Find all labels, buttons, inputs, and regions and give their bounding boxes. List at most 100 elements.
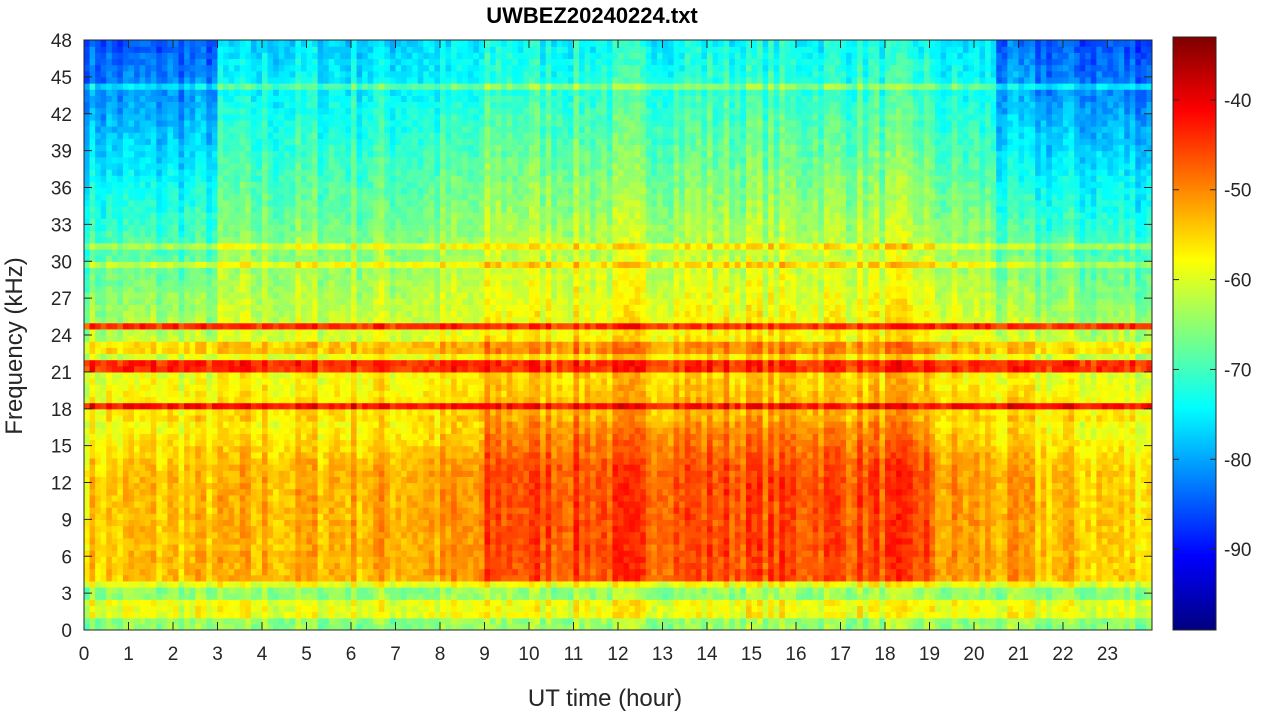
heatmap-cell <box>90 77 96 84</box>
heatmap-cell <box>212 464 218 471</box>
heatmap-cell <box>162 175 168 182</box>
heatmap-cell <box>268 261 274 268</box>
heatmap-cell <box>290 89 296 96</box>
heatmap-cell <box>301 120 307 127</box>
heatmap-cell <box>101 587 107 594</box>
heatmap-cell <box>129 126 135 133</box>
heatmap-cell <box>90 323 96 330</box>
heatmap-cell <box>101 360 107 367</box>
heatmap-cell <box>256 403 262 410</box>
heatmap-cell <box>129 329 135 336</box>
heatmap-cell <box>123 458 129 465</box>
heatmap-cell <box>234 396 240 403</box>
heatmap-cell <box>323 304 329 311</box>
heatmap-cell <box>340 415 346 422</box>
heatmap-cell <box>301 126 307 133</box>
heatmap-cell <box>106 169 112 176</box>
heatmap-cell <box>123 483 129 490</box>
heatmap-cell <box>140 310 146 317</box>
heatmap-cell <box>206 52 212 59</box>
heatmap-cell <box>301 231 307 238</box>
heatmap-cell <box>134 562 140 569</box>
heatmap-cell <box>334 360 340 367</box>
heatmap-cell <box>329 138 335 145</box>
heatmap-cell <box>273 403 279 410</box>
heatmap-cell <box>240 323 246 330</box>
heatmap-cell <box>368 433 374 440</box>
heatmap-cell <box>145 280 151 287</box>
heatmap-cell <box>95 89 101 96</box>
heatmap-cell <box>212 114 218 121</box>
heatmap-cell <box>95 310 101 317</box>
heatmap-cell <box>218 612 224 619</box>
heatmap-cell <box>362 231 368 238</box>
heatmap-cell <box>84 157 90 164</box>
heatmap-cell <box>145 526 151 533</box>
heatmap-cell <box>90 446 96 453</box>
heatmap-cell <box>151 194 157 201</box>
heatmap-cell <box>206 446 212 453</box>
heatmap-cell <box>229 83 235 90</box>
heatmap-cell <box>162 378 168 385</box>
heatmap-cell <box>84 618 90 625</box>
heatmap-cell <box>167 298 173 305</box>
heatmap-cell <box>106 181 112 188</box>
heatmap-cell <box>117 224 123 231</box>
heatmap-cell <box>145 335 151 342</box>
heatmap-cell <box>279 151 285 158</box>
heatmap-cell <box>312 556 318 563</box>
heatmap-cell <box>206 317 212 324</box>
heatmap-cell <box>167 224 173 231</box>
heatmap-cell <box>134 612 140 619</box>
heatmap-cell <box>323 157 329 164</box>
heatmap-cell <box>179 224 185 231</box>
heatmap-cell <box>90 519 96 526</box>
heatmap-cell <box>151 581 157 588</box>
heatmap-cell <box>162 255 168 262</box>
heatmap-cell <box>362 396 368 403</box>
heatmap-cell <box>184 415 190 422</box>
heatmap-cell <box>290 372 296 379</box>
heatmap-cell <box>251 317 257 324</box>
heatmap-cell <box>245 52 251 59</box>
heatmap-cell <box>334 237 340 244</box>
heatmap-cell <box>195 439 201 446</box>
heatmap-cell <box>340 483 346 490</box>
heatmap-cell <box>173 151 179 158</box>
heatmap-cell <box>167 323 173 330</box>
heatmap-cell <box>84 544 90 551</box>
heatmap-cell <box>307 581 313 588</box>
heatmap-cell <box>268 298 274 305</box>
heatmap-cell <box>151 446 157 453</box>
heatmap-cell <box>201 286 207 293</box>
heatmap-cell <box>240 618 246 625</box>
heatmap-cell <box>340 353 346 360</box>
heatmap-cell <box>106 532 112 539</box>
heatmap-cell <box>340 538 346 545</box>
heatmap-cell <box>167 390 173 397</box>
heatmap-cell <box>284 65 290 72</box>
heatmap-cell <box>307 501 313 508</box>
heatmap-cell <box>251 52 257 59</box>
heatmap-cell <box>362 433 368 440</box>
heatmap-cell <box>251 101 257 108</box>
heatmap-cell <box>206 212 212 219</box>
heatmap-cell <box>134 120 140 127</box>
heatmap-cell <box>240 71 246 78</box>
heatmap-cell <box>167 261 173 268</box>
heatmap-cell <box>256 562 262 569</box>
heatmap-cell <box>262 200 268 207</box>
heatmap-cell <box>134 470 140 477</box>
heatmap-cell <box>123 298 129 305</box>
heatmap-cell <box>190 151 196 158</box>
heatmap-cell <box>117 101 123 108</box>
heatmap-cell <box>201 501 207 508</box>
heatmap-cell <box>279 157 285 164</box>
heatmap-cell <box>318 224 324 231</box>
heatmap-cell <box>357 562 363 569</box>
heatmap-cell <box>329 46 335 53</box>
heatmap-cell <box>262 433 268 440</box>
heatmap-cell <box>251 550 257 557</box>
heatmap-cell <box>106 372 112 379</box>
